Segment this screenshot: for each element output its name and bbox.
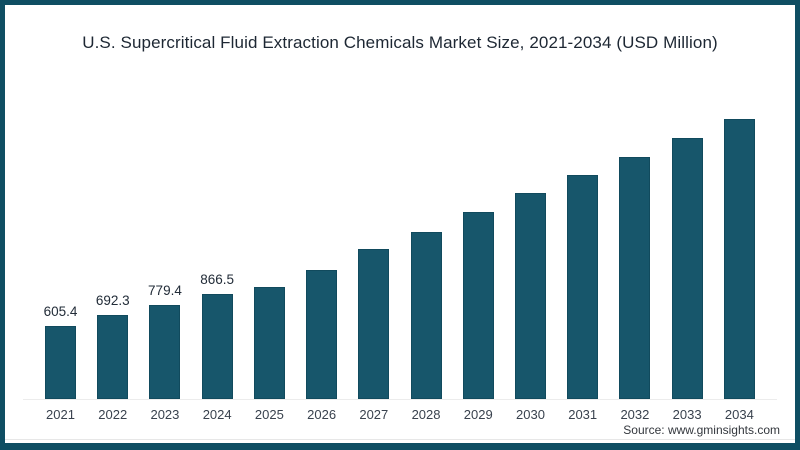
bar-column: 2034 xyxy=(723,119,755,422)
x-axis-tick-label: 2027 xyxy=(359,407,389,422)
bar-column: 2032 xyxy=(619,157,651,422)
bar-column: 2031 xyxy=(567,175,599,422)
bar xyxy=(253,287,285,399)
bar xyxy=(514,193,546,399)
x-axis-tick-label: 2034 xyxy=(724,407,754,422)
bar xyxy=(723,119,755,399)
bar-value-label: 605.4 xyxy=(43,304,78,319)
x-axis-tick-label: 2033 xyxy=(672,407,702,422)
bar-column: 692.3 2022 xyxy=(95,293,130,422)
bar-column: 866.5 2024 xyxy=(200,272,235,422)
bar xyxy=(671,138,703,399)
bar xyxy=(619,157,651,399)
bar-column: 2033 xyxy=(671,138,703,422)
bar-value-label: 866.5 xyxy=(200,272,235,287)
bar xyxy=(410,232,442,399)
bar-column: 779.4 2023 xyxy=(148,283,182,422)
x-axis-tick-label: 2029 xyxy=(463,407,493,422)
x-axis-tick-label: 2025 xyxy=(254,407,284,422)
footer-separator xyxy=(5,439,795,440)
x-axis-tick-label: 2021 xyxy=(46,407,75,422)
chart-title: U.S. Supercritical Fluid Extraction Chem… xyxy=(82,33,718,52)
bar-column: 605.4 2021 xyxy=(43,304,78,422)
bar-column: 2030 xyxy=(514,193,546,422)
x-axis-tick-label: 2022 xyxy=(98,407,128,422)
bar xyxy=(97,315,129,399)
bar-column: 2029 xyxy=(462,212,494,422)
x-axis-tick-label: 2026 xyxy=(307,407,337,422)
bar-column: 2026 xyxy=(306,270,338,422)
bar xyxy=(567,175,599,399)
bar-value-label: 692.3 xyxy=(95,293,130,308)
x-axis-tick-label: 2024 xyxy=(202,407,232,422)
bar-column: 2027 xyxy=(358,249,390,422)
x-axis-tick-label: 2023 xyxy=(150,407,180,422)
bar-column: 2028 xyxy=(410,232,442,422)
bar xyxy=(45,326,76,399)
bar-chart-plot-area: 605.4 2021 692.3 2022 779.4 2023 866.5 2024 2025… xyxy=(43,59,755,422)
bar xyxy=(358,249,390,399)
x-axis-tick-label: 2028 xyxy=(411,407,441,422)
bar xyxy=(462,212,494,399)
bar xyxy=(201,294,233,399)
bar-value-label: 779.4 xyxy=(148,283,182,298)
bar xyxy=(306,270,338,399)
x-axis-line xyxy=(23,399,777,400)
x-axis-tick-label: 2032 xyxy=(620,407,650,422)
bar-column: 2025 xyxy=(253,287,285,422)
x-axis-tick-label: 2031 xyxy=(568,407,598,422)
x-axis-tick-label: 2030 xyxy=(516,407,545,422)
source-attribution: Source: www.gminsights.com xyxy=(623,423,780,437)
bar xyxy=(149,305,181,399)
